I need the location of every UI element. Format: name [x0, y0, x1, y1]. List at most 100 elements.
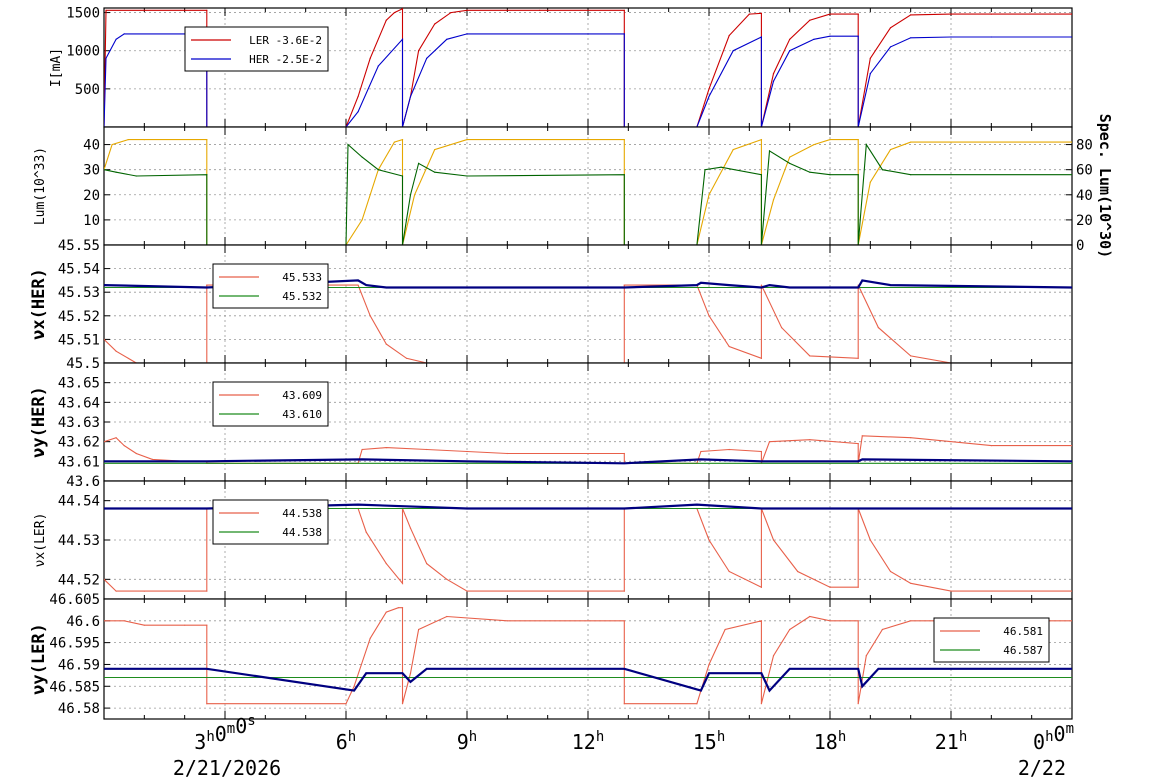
y-tick-label: 1000: [66, 44, 100, 60]
data-point: [950, 141, 952, 143]
data-point: [623, 507, 625, 510]
data-point: [732, 149, 734, 151]
y-tick-label: 45.52: [58, 309, 100, 325]
y-tick-label: 46.605: [49, 592, 100, 608]
data-point: [123, 620, 125, 622]
data-point: [357, 279, 359, 281]
data-point: [760, 507, 763, 510]
panel-4: 43.6 43.61 43.62 43.63 43.64 43.65 νy(HER) 43.6…: [29, 362, 1073, 490]
data-point: [369, 637, 371, 639]
data-point: [466, 507, 468, 510]
data-point: [861, 458, 863, 460]
data-point: [889, 570, 892, 573]
x-tick-label: 3h0m0s: [194, 713, 255, 754]
data-point: [401, 38, 404, 40]
data-point: [748, 13, 750, 15]
legend-box: [184, 26, 329, 72]
y-tick-label: 45.55: [58, 238, 100, 254]
data-point: [206, 703, 208, 705]
data-point: [910, 355, 912, 357]
data-point: [760, 12, 763, 14]
series-group: [104, 607, 1072, 705]
data-point: [809, 439, 811, 441]
data-point: [772, 199, 775, 201]
data-point: [910, 37, 912, 39]
data-point: [789, 38, 791, 40]
data-point: [206, 139, 208, 141]
data-point: [466, 139, 468, 141]
data-point: [104, 441, 105, 443]
data-point: [111, 144, 113, 146]
data-point: [700, 450, 702, 453]
data-point: [506, 452, 508, 455]
y-tick-label: 10: [83, 213, 100, 229]
y-tick-label: 43.62: [58, 435, 100, 451]
data-point: [1071, 13, 1072, 15]
data-point: [708, 95, 710, 98]
data-point: [369, 315, 371, 317]
y-tick-label: 500: [75, 82, 100, 98]
data-point: [708, 315, 710, 317]
data-point: [889, 149, 892, 151]
y-tick-label: 46.59: [58, 657, 100, 673]
data-point: [385, 19, 387, 21]
data-point: [143, 590, 145, 592]
data-point: [910, 437, 912, 439]
data-point: [105, 9, 107, 11]
data-point: [768, 150, 771, 152]
data-point: [127, 139, 129, 141]
y-tick-label: 45.51: [58, 332, 100, 348]
data-point: [623, 286, 625, 289]
data-point: [104, 507, 105, 510]
data-point: [910, 174, 912, 176]
data-point: [696, 703, 698, 705]
data-point: [813, 144, 815, 146]
data-point: [385, 343, 387, 345]
legend-label: 46.587: [1003, 644, 1043, 657]
data-point: [393, 141, 395, 143]
y2-tick-label: 0: [1076, 238, 1084, 254]
data-point: [728, 284, 730, 286]
data-point: [151, 458, 153, 460]
data-point: [829, 35, 831, 37]
data-point: [760, 284, 763, 286]
data-point: [990, 36, 992, 38]
data-point: [418, 50, 420, 52]
data-point: [1071, 590, 1072, 592]
data-point: [869, 73, 871, 75]
data-point: [760, 672, 763, 674]
data-point: [829, 13, 831, 15]
data-point: [361, 219, 363, 221]
data-point: [135, 175, 137, 177]
data-point: [789, 50, 791, 52]
data-point: [506, 620, 508, 622]
x-tick-label: 9h: [457, 729, 477, 754]
y-tick-label: 45.53: [58, 285, 100, 301]
data-point: [418, 162, 420, 164]
data-point: [143, 624, 145, 626]
legend-label: 44.538: [282, 507, 322, 520]
y-tick-label: 1500: [66, 6, 100, 22]
x-tick-label: 6h: [336, 729, 356, 754]
panel-3: 45.5 45.51 45.52 45.53 45.54 45.55 νx(HER) 45.5…: [29, 238, 1073, 372]
y-tick-label: 43.63: [58, 415, 100, 431]
data-point: [123, 33, 125, 35]
data-point: [377, 169, 379, 171]
data-point: [910, 582, 912, 584]
data-point: [889, 27, 892, 29]
data-point: [760, 586, 763, 588]
data-point: [768, 284, 771, 286]
data-point: [700, 690, 702, 692]
data-point: [696, 504, 698, 506]
data-point: [405, 357, 408, 359]
data-point: [950, 13, 952, 15]
legend-label: 45.532: [282, 290, 322, 303]
data-point: [115, 38, 117, 40]
data-point: [401, 139, 404, 141]
data-point: [760, 36, 763, 38]
data-point: [728, 570, 730, 573]
data-point: [732, 50, 734, 52]
data-point: [104, 668, 105, 670]
data-point: [104, 284, 105, 286]
data-point: [397, 607, 399, 609]
